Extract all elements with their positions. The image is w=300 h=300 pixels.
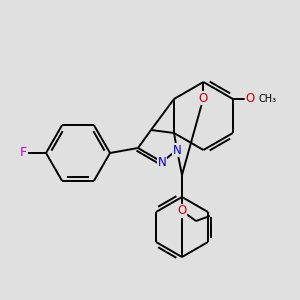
Text: F: F [20,146,27,160]
Text: N: N [172,143,182,157]
Text: O: O [199,92,208,104]
Text: O: O [177,205,187,218]
Text: O: O [245,92,254,106]
Text: N: N [158,155,166,169]
Text: CH₃: CH₃ [259,94,277,104]
